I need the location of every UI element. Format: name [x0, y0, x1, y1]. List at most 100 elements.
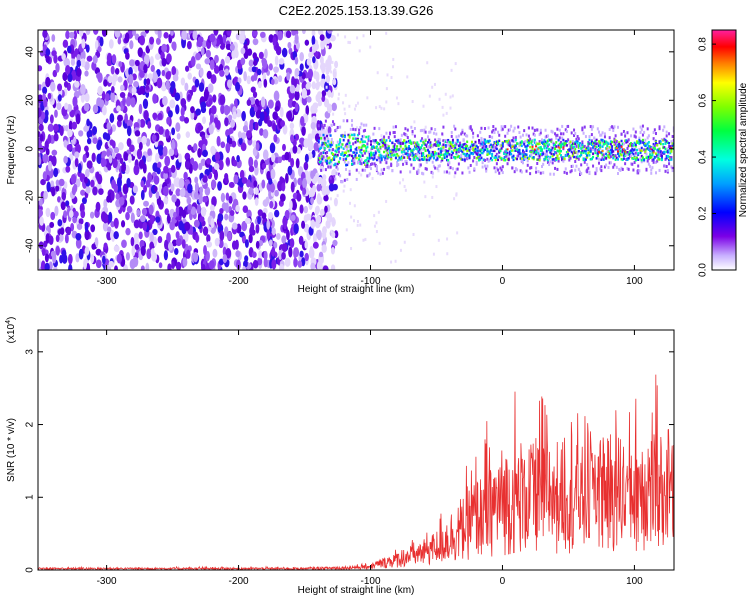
spectrogram-noise-cell — [299, 204, 304, 214]
spectrogram-noise-cell — [241, 235, 247, 243]
spectrogram-band-cell — [353, 155, 356, 158]
spectrogram-noise-cell — [156, 161, 162, 169]
spectrogram-band-cell — [632, 168, 635, 172]
spectrogram-noise-cell — [243, 260, 248, 268]
spectrogram-noise-cell — [102, 132, 108, 140]
spectrogram-halo-cell — [344, 131, 347, 135]
spectrogram-noise-cell — [287, 165, 293, 176]
spectrogram-band-cell — [329, 160, 332, 163]
spectrogram-band-cell — [438, 138, 441, 142]
spectrogram-band-cell — [367, 157, 370, 161]
spectrogram-noise-cell — [259, 31, 266, 38]
spectrogram-noise-cell — [193, 143, 198, 152]
spectrogram-noise-cell — [153, 175, 160, 185]
spectrogram-noise-cell — [278, 75, 283, 83]
spectrogram-band-cell — [402, 147, 405, 151]
spectrogram-noise-cell — [190, 157, 195, 165]
x-tick-label: 0 — [500, 576, 506, 587]
spectrogram-noise-cell — [50, 211, 56, 221]
spectrogram-noise-cell — [253, 159, 258, 169]
spectrogram-band-cell — [320, 146, 323, 150]
spectrogram-noise-cell — [278, 57, 285, 65]
spectrogram-band-cell — [350, 119, 353, 123]
spectrogram-halo-cell — [329, 123, 332, 127]
spectrogram-noise-cell — [214, 54, 219, 64]
spectrogram-band-cell — [602, 153, 605, 157]
spectrogram-band-cell — [577, 167, 580, 171]
spectrogram-noise-cell — [85, 30, 91, 35]
spectrogram-band-cell — [379, 153, 382, 157]
spectrogram-noise-cell — [138, 103, 143, 115]
spectrogram-band-cell — [360, 122, 363, 126]
spectrogram-band-cell — [410, 163, 413, 167]
spectrogram-band-cell — [337, 143, 340, 146]
spectrogram-band-cell — [533, 138, 536, 142]
spectrogram-noise-cell — [106, 122, 112, 130]
spectrogram-band-cell — [454, 157, 457, 160]
spectrogram-halo-cell — [360, 173, 363, 177]
spectrogram-band-cell — [386, 147, 389, 150]
spectrogram-noise-cell — [102, 105, 107, 116]
spectrogram-band-cell — [361, 140, 364, 144]
spectrogram-band-cell — [426, 145, 429, 149]
spectrogram-noise-cell — [89, 211, 95, 219]
spectrogram-band-cell — [554, 166, 557, 170]
spectrogram-band-cell — [501, 171, 504, 175]
spectrogram-band-cell — [562, 138, 565, 142]
spectrogram-band-cell — [396, 145, 399, 148]
spectrogram-noise-cell — [129, 144, 135, 153]
spectrogram-halo-cell — [349, 188, 352, 192]
spectrogram-band-cell — [476, 134, 479, 138]
spectrogram-noise-cell — [246, 130, 252, 139]
spectrogram-noise-cell — [113, 146, 120, 154]
spectrogram-band-cell — [621, 167, 624, 171]
spectrogram-noise-cell — [278, 249, 283, 260]
spectrogram-band-peak — [531, 145, 534, 148]
spectrogram-noise-cell — [124, 32, 130, 43]
spectrogram-noise-cell — [38, 65, 43, 72]
spectrogram-band-cell — [366, 156, 369, 160]
spectrogram-noise-cell — [83, 125, 90, 132]
spectrogram-noise-cell — [128, 66, 133, 77]
spectrogram-band-cell — [565, 144, 568, 147]
spectrogram-noise-cell — [128, 73, 134, 85]
spectrogram-band-cell — [372, 151, 375, 155]
spectrogram-band-cell — [342, 119, 345, 123]
spectrogram-band-cell — [379, 160, 382, 164]
spectrogram-band-cell — [364, 144, 367, 148]
spectrogram-halo-cell — [449, 106, 452, 110]
spectrogram-band-cell — [356, 139, 359, 142]
spectrogram-band-cell — [331, 120, 334, 124]
spectrogram-band-cell — [622, 142, 625, 146]
spectrogram-band-cell — [576, 155, 579, 158]
spectrogram-band-cell — [346, 145, 349, 148]
spectrogram-noise-cell — [77, 163, 82, 174]
spectrogram-band-cell — [383, 135, 386, 139]
spectrogram-band-cell — [533, 128, 536, 132]
spectrogram-noise-cell — [198, 162, 203, 171]
spectrogram-band-cell — [603, 132, 606, 136]
spectrogram-noise-cell — [74, 151, 80, 159]
spectrogram-halo-cell — [348, 104, 351, 108]
spectrogram-band-cell — [580, 153, 583, 157]
spectrogram-band-cell — [453, 124, 456, 128]
spectrogram-band-cell — [333, 163, 336, 167]
spectrogram-noise-cell — [257, 257, 263, 266]
spectrogram-band-cell — [387, 150, 390, 154]
spectrogram-band-cell — [380, 168, 383, 172]
spectrogram-noise-cell — [97, 85, 103, 96]
spectrogram-band-cell — [365, 135, 368, 139]
spectrogram-noise-cell — [125, 96, 132, 107]
spectrogram-noise-cell — [281, 243, 288, 253]
spectrogram-band-cell — [375, 158, 378, 162]
spectrogram-noise-cell — [253, 105, 258, 113]
spectrogram-halo-cell — [371, 176, 374, 180]
spectrogram-band-cell — [665, 130, 668, 134]
spectrogram-band-cell — [479, 130, 482, 134]
spectrogram-noise-cell — [143, 184, 148, 193]
spectrogram-noise-cell — [107, 226, 112, 233]
spectrogram-noise-cell — [92, 104, 99, 114]
spectrogram-noise-cell — [216, 135, 221, 147]
spectrogram-noise-cell — [86, 118, 90, 127]
spectrogram-noise-cell — [53, 167, 59, 178]
